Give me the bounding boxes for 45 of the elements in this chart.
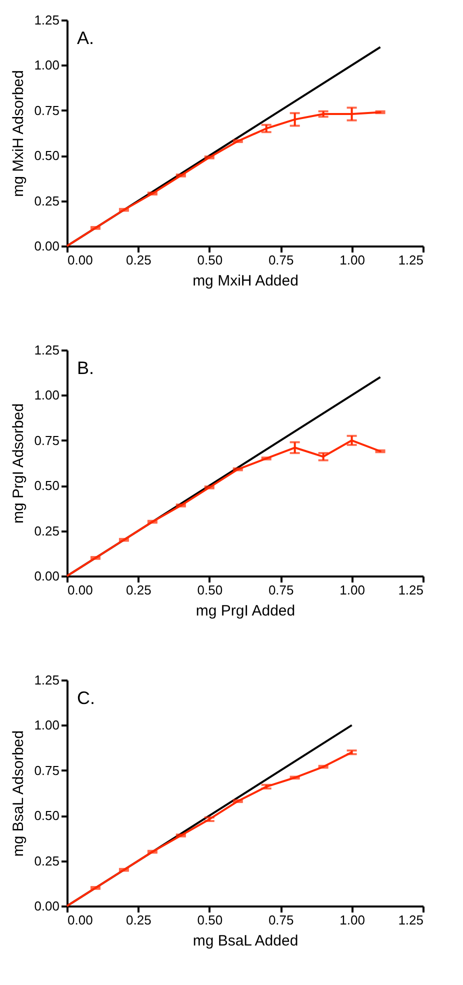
x-tick-label: 1.00 xyxy=(340,252,365,268)
x-tick-label: 0.00 xyxy=(68,912,93,928)
y-axis-title: mg PrgI Adsorbed xyxy=(10,403,28,524)
x-axis-title: mg PrgI Added xyxy=(196,602,296,620)
y-tick-label: 0.00 xyxy=(34,568,60,584)
y-tick-label: 0.00 xyxy=(34,238,60,254)
y-tick-label: 0.75 xyxy=(34,102,60,118)
y-tick-label: 1.00 xyxy=(34,388,60,403)
y-tick-label: 0.50 xyxy=(34,478,60,494)
y-tick-label: 0.25 xyxy=(34,523,60,538)
x-tick-label: 0.00 xyxy=(68,582,93,598)
x-tick-label: 0.25 xyxy=(126,582,152,598)
x-tick-label: 0.00 xyxy=(68,252,93,268)
y-tick-label: 1.25 xyxy=(34,672,60,688)
x-axis-title: mg BsaL Added xyxy=(192,932,298,950)
y-tick-label: 0.50 xyxy=(34,148,60,164)
y-tick-label: 0.75 xyxy=(34,432,60,448)
y-tick-label: 0.50 xyxy=(34,808,60,824)
x-tick-label: 1.25 xyxy=(398,912,424,928)
x-tick-label: 0.50 xyxy=(197,912,223,928)
x-tick-label: 0.75 xyxy=(268,582,294,598)
annotation: B. xyxy=(77,358,94,378)
y-tick-label: 0.25 xyxy=(34,853,60,868)
x-tick-label: 1.25 xyxy=(398,252,424,268)
x-tick-label: 0.50 xyxy=(197,252,223,268)
x-axis-title: mg MxiH Added xyxy=(192,272,298,290)
x-tick-label: 0.75 xyxy=(268,252,294,268)
x-tick-label: 0.50 xyxy=(197,582,223,598)
y-tick-label: 0.00 xyxy=(34,898,60,914)
x-tick-label: 0.25 xyxy=(126,252,152,268)
x-tick-label: 1.00 xyxy=(340,912,365,928)
x-tick-label: 1.00 xyxy=(340,582,365,598)
annotation: C. xyxy=(77,688,95,708)
y-tick-label: 1.25 xyxy=(34,12,60,28)
y-tick-label: 1.00 xyxy=(34,718,60,733)
annotation: A. xyxy=(77,28,94,48)
y-tick-label: 1.00 xyxy=(34,58,60,73)
x-tick-label: 1.25 xyxy=(398,582,424,598)
y-axis-title: mg MxiH Adsorbed xyxy=(10,70,28,197)
x-tick-label: 0.75 xyxy=(268,912,294,928)
y-tick-label: 0.25 xyxy=(34,193,60,208)
y-axis-title: mg BsaL Adsorbed xyxy=(10,730,28,857)
y-tick-label: 1.25 xyxy=(34,342,60,358)
x-tick-label: 0.25 xyxy=(126,912,152,928)
y-tick-label: 0.75 xyxy=(34,762,60,778)
